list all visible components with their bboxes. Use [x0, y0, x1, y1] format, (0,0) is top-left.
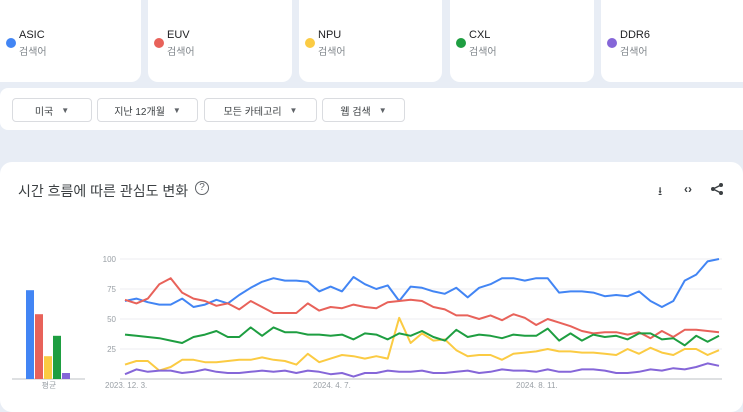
category-label: 모든 카테고리: [223, 106, 282, 118]
term-label: CXL: [469, 29, 491, 41]
average-bar-asic: [26, 290, 34, 379]
share-icon[interactable]: [710, 182, 724, 199]
x-tick-label: 2024. 4. 7.: [313, 381, 351, 390]
download-icon[interactable]: ⭳: [658, 184, 663, 198]
term-card-npu[interactable]: NPU 검색어: [299, 0, 442, 82]
region-label: 미국: [34, 106, 54, 118]
y-tick-label: 25: [107, 345, 116, 354]
term-type: 검색어: [620, 47, 648, 58]
caret-down-icon: ▼: [172, 105, 181, 115]
term-type: 검색어: [469, 47, 497, 58]
term-card-euv[interactable]: EUV 검색어: [148, 0, 292, 82]
term-label: ASIC: [19, 29, 45, 41]
average-bar-cxl: [53, 335, 61, 379]
y-tick-label: 75: [107, 285, 116, 294]
period-dropdown[interactable]: 지난 12개월 ▼: [97, 98, 198, 122]
average-label: 평균: [42, 380, 57, 390]
y-tick-label: 100: [103, 255, 117, 264]
term-type: 검색어: [19, 47, 47, 58]
series-line-npu: [124, 316, 720, 372]
term-card-ddr6[interactable]: DDR6 검색어: [601, 0, 743, 82]
series-line-euv: [124, 277, 720, 340]
embed-icon[interactable]: ‹›: [684, 182, 692, 196]
caret-down-icon: ▼: [378, 105, 387, 115]
chart-title: 시간 흐름에 따른 관심도 변화: [18, 183, 189, 199]
term-card-asic[interactable]: ASIC 검색어: [0, 0, 141, 82]
color-dot-icon: [6, 38, 16, 48]
period-label: 지난 12개월: [114, 106, 165, 118]
term-label: EUV: [167, 29, 190, 41]
term-type: 검색어: [318, 47, 346, 58]
average-bar-euv: [35, 314, 43, 379]
term-label: NPU: [318, 29, 342, 41]
series-line-asic: [124, 258, 720, 308]
color-dot-icon: [456, 38, 466, 48]
term-type: 검색어: [167, 47, 195, 58]
search-type-label: 웹 검색: [340, 106, 371, 118]
color-dot-icon: [607, 38, 617, 48]
category-dropdown[interactable]: 모든 카테고리 ▼: [204, 98, 317, 122]
search-type-dropdown[interactable]: 웹 검색 ▼: [322, 98, 405, 122]
color-dot-icon: [154, 38, 164, 48]
average-bar-npu: [44, 356, 52, 379]
caret-down-icon: ▼: [61, 105, 70, 115]
term-card-cxl[interactable]: CXL 검색어: [450, 0, 594, 82]
series-line-cxl: [124, 326, 720, 347]
series-line-ddr6: [124, 362, 720, 378]
term-label: DDR6: [620, 29, 650, 41]
average-bar-ddr6: [62, 373, 70, 379]
region-dropdown[interactable]: 미국 ▼: [12, 98, 92, 122]
color-dot-icon: [305, 38, 315, 48]
caret-down-icon: ▼: [289, 105, 298, 115]
x-tick-label: 2023. 12. 3.: [105, 381, 147, 390]
x-tick-label: 2024. 8. 11.: [516, 381, 558, 390]
y-tick-label: 50: [107, 315, 116, 324]
help-icon[interactable]: ?: [195, 181, 209, 195]
filter-bar: 미국 ▼ 지난 12개월 ▼ 모든 카테고리 ▼ 웹 검색 ▼: [0, 88, 743, 130]
